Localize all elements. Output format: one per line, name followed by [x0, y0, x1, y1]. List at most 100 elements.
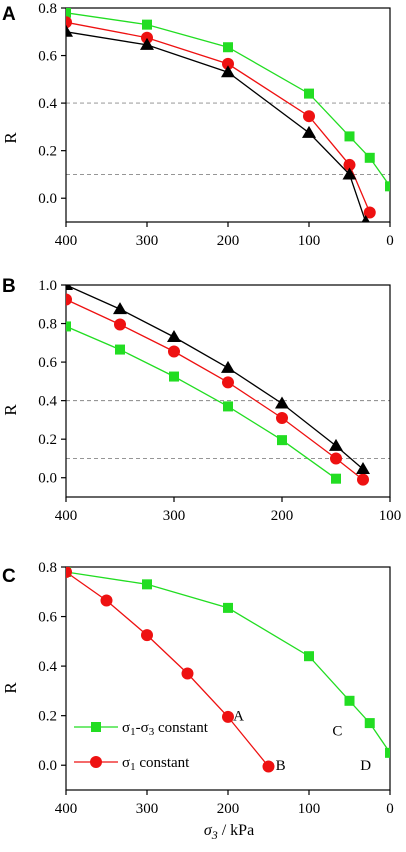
data-point-square: [223, 401, 233, 412]
data-point-square: [66, 8, 71, 18]
panel-c-xlabel: σ3 / kPa: [204, 822, 254, 842]
data-point-circle: [222, 376, 234, 389]
series-line: [66, 12, 390, 187]
y-tick-label: 0.8: [38, 317, 57, 333]
y-tick-label: 1.0: [38, 278, 57, 294]
x-tick-label: 300: [136, 801, 159, 817]
data-point-circle: [343, 158, 356, 171]
data-point-triangle: [66, 285, 73, 290]
panel-a-ylabel: R: [1, 132, 20, 144]
data-point-circle: [66, 16, 72, 29]
data-point-circle: [276, 411, 288, 424]
data-point-triangle: [113, 302, 127, 315]
x-tick-label: 400: [55, 801, 78, 817]
x-tick-label: 0: [386, 233, 394, 249]
data-point-triangle: [167, 330, 181, 343]
x-tick-label: 300: [136, 233, 159, 249]
x-tick-label: 100: [298, 233, 321, 249]
data-point-square: [223, 602, 233, 613]
data-point-square: [142, 579, 152, 590]
data-point-circle: [141, 629, 153, 642]
data-point-triangle: [329, 438, 343, 451]
y-tick-label: 0.6: [38, 610, 57, 626]
data-point-circle: [222, 57, 234, 70]
data-point-square: [115, 344, 125, 355]
data-point-triangle: [140, 37, 154, 50]
data-point-square: [364, 152, 375, 163]
panel-c-plot: 0.8 0.6 0.4 0.2 0.0 400 300 200 100 0 A B C D: [38, 560, 394, 817]
panel-b-plot: 1.0 0.8 0.6 0.4 0.2 0.0 400 300 200 100: [38, 278, 401, 524]
panel-a-letter: A: [2, 4, 16, 25]
y-tick-label: 0.2: [38, 709, 57, 725]
annotation-label: C: [332, 724, 342, 740]
y-tick-label: 0.6: [38, 49, 57, 65]
data-point-circle: [262, 760, 275, 773]
x-tick-label: 300: [163, 508, 186, 524]
panel-a-plot: 0.8 0.6 0.4 0.2 0.0 400 300 200 100 0: [38, 1, 394, 249]
series-line: [66, 571, 270, 767]
y-tick-label: 0.4: [38, 394, 57, 410]
series-line: [66, 298, 364, 481]
y-tick-label: 0.2: [38, 432, 57, 448]
x-tick-label: 0: [386, 801, 394, 817]
series-group: [66, 8, 390, 222]
data-point-square: [304, 88, 314, 99]
y-tick-label: 0.0: [38, 471, 57, 487]
data-point-circle: [363, 206, 376, 219]
data-point-triangle: [221, 65, 235, 78]
panel-c-letter: C: [2, 566, 16, 587]
data-point-square: [142, 19, 152, 30]
data-point-triangle: [302, 125, 316, 138]
data-point-triangle: [66, 24, 73, 37]
x-tick-label: 200: [217, 233, 240, 249]
x-tick-label: 100: [379, 508, 402, 524]
data-point-square: [331, 473, 341, 484]
data-point-triangle: [221, 360, 235, 373]
y-tick-label: 0.6: [38, 355, 57, 371]
series-group: [66, 567, 390, 773]
data-point-square: [344, 131, 355, 142]
data-point-triangle: [356, 462, 370, 475]
data-point-square: [385, 747, 390, 758]
legend-label-green: σ1-σ3 constant: [122, 720, 209, 738]
data-point-triangle: [275, 396, 289, 409]
panel-b-ylabel: R: [1, 404, 20, 416]
data-point-square: [169, 371, 179, 382]
plot-frame: [65, 284, 391, 498]
legend-square-marker: [91, 722, 101, 732]
data-point-circle: [66, 567, 72, 578]
data-point-circle: [357, 473, 369, 486]
x-tick-label: 200: [217, 801, 240, 817]
x-tick-label: 100: [298, 801, 321, 817]
data-point-square: [223, 42, 233, 53]
series-line: [66, 285, 364, 470]
x-tick-label: 200: [271, 508, 294, 524]
data-point-circle: [168, 345, 180, 358]
data-point-circle: [66, 293, 72, 306]
panel-c-legend: σ1-σ3 constant σ1 constant: [74, 720, 209, 773]
legend-label-red: σ1 constant: [122, 755, 190, 773]
data-point-triangle: [342, 167, 357, 180]
annotation-label: A: [233, 709, 244, 725]
data-point-square: [66, 321, 71, 332]
x-tick-label: 400: [55, 233, 78, 249]
series-line: [66, 325, 337, 480]
series-line: [66, 21, 371, 213]
data-point-circle: [114, 318, 126, 331]
y-tick-label: 0.4: [38, 96, 57, 112]
data-point-square: [344, 695, 355, 706]
data-point-circle: [100, 594, 113, 607]
y-tick-label: 0.8: [38, 560, 57, 576]
series-line: [66, 31, 367, 222]
y-tick-label: 0.4: [38, 659, 57, 675]
plot-frame: [65, 566, 391, 791]
y-tick-label: 0.8: [38, 1, 57, 17]
y-tick-label: 0.2: [38, 144, 57, 160]
data-point-circle: [303, 110, 315, 123]
data-point-triangle: [361, 215, 370, 222]
data-point-circle: [141, 31, 153, 44]
series-group: [66, 285, 370, 486]
panel-b-letter: B: [2, 276, 16, 297]
data-point-square: [277, 435, 287, 446]
